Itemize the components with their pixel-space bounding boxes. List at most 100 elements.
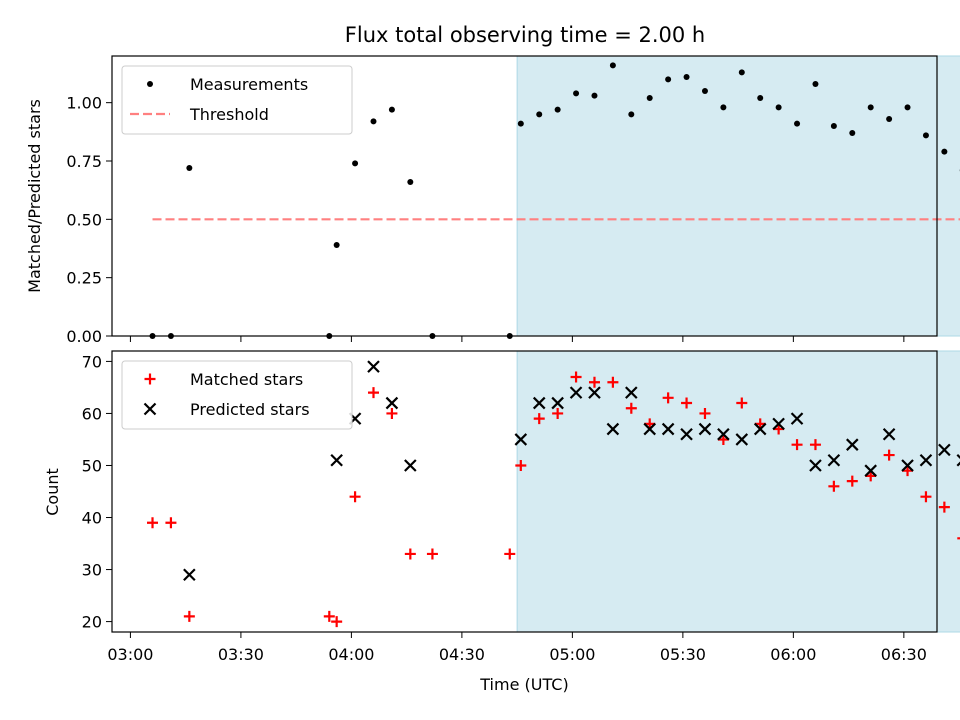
y-axis-label: Matched/Predicted stars: [25, 99, 44, 293]
legend-box: [121, 360, 353, 430]
data-point: [588, 386, 601, 399]
observing-window-span: [516, 350, 960, 633]
data-point: [352, 160, 359, 167]
data-point: [183, 610, 195, 622]
data-point: [683, 74, 690, 80]
data-point: [957, 537, 960, 540]
y-tick-label: 0.25: [66, 269, 102, 288]
data-point: [699, 407, 711, 419]
observing-window-span: [516, 55, 960, 337]
data-point: [404, 548, 416, 560]
data-point: [532, 396, 546, 410]
x-tick-label: 06:00: [770, 645, 816, 664]
data-point: [827, 454, 841, 467]
x-tick-label: 05:30: [660, 645, 706, 664]
data-point: [330, 454, 343, 467]
data-point: [736, 397, 748, 409]
data-point: [698, 422, 712, 436]
data-point: [938, 501, 950, 513]
data-point: [846, 438, 859, 451]
data-point: [665, 76, 672, 83]
data-point: [901, 459, 914, 472]
data-point: [846, 475, 858, 487]
data-point: [367, 360, 380, 373]
data-point: [515, 459, 527, 471]
data-point: [720, 104, 727, 111]
data-point: [186, 165, 193, 171]
data-point: [554, 106, 561, 113]
y-tick-label: 1.00: [66, 94, 102, 113]
data-point: [407, 179, 414, 185]
data-point: [812, 81, 819, 87]
data-point: [607, 376, 619, 388]
data-point: [404, 459, 417, 472]
plot-frame: [111, 350, 938, 633]
y-tick-label: 0.75: [66, 152, 102, 171]
legend-label: Measurements: [190, 75, 308, 94]
data-point: [551, 396, 564, 410]
data-point: [738, 69, 745, 76]
y-tick-label: 30: [82, 561, 102, 580]
plot-frame: [111, 55, 938, 337]
data-point: [370, 118, 377, 125]
data-point: [883, 449, 895, 461]
data-point: [919, 454, 933, 467]
legend-box: [121, 65, 353, 135]
data-point: [183, 568, 196, 582]
data-point: [681, 397, 693, 409]
data-point: [591, 92, 598, 99]
data-point: [717, 427, 730, 441]
data-point: [504, 548, 516, 560]
x-tick-label: 04:00: [328, 645, 374, 664]
data-point: [772, 417, 785, 431]
data-point: [646, 95, 653, 101]
data-point: [791, 439, 803, 451]
legend: Matched stars Predicted stars: [121, 360, 353, 430]
x-tick-label: 03:00: [107, 645, 153, 664]
data-point: [662, 392, 674, 404]
x-tick-label: 03:30: [218, 645, 264, 664]
data-point: [849, 130, 856, 136]
data-point: [809, 459, 822, 472]
data-point: [809, 439, 821, 451]
y-tick-label: 40: [82, 509, 102, 528]
data-point: [349, 491, 361, 503]
data-point: [867, 104, 874, 111]
data-point: [514, 433, 528, 446]
y-tick-label: 20: [82, 613, 102, 632]
legend: Measurements Threshold: [121, 65, 353, 135]
series-measurements: [149, 62, 960, 339]
data-point: [941, 148, 948, 155]
data-point: [882, 427, 896, 441]
x-axis-label: Time (UTC): [479, 675, 568, 694]
data-point: [680, 427, 693, 441]
data-point: [794, 120, 801, 127]
data-point: [426, 548, 438, 560]
legend-marker: [147, 81, 153, 87]
data-point: [904, 104, 911, 111]
data-point: [606, 422, 620, 436]
data-point: [517, 120, 524, 127]
data-point: [165, 517, 177, 529]
y-tick-label: 50: [82, 456, 102, 475]
data-point: [920, 491, 932, 503]
series-predicted-stars: [183, 360, 960, 582]
data-point: [790, 412, 804, 425]
data-point: [938, 443, 951, 457]
data-point: [533, 413, 545, 425]
y-axis-label: Count: [43, 468, 62, 516]
legend-label: Predicted stars: [190, 400, 310, 419]
panel-top-ratio: 0.00 0.25 0.50 0.75 1.00 Matched/Predicted st…: [25, 55, 960, 346]
data-point: [830, 123, 837, 129]
legend-marker: [144, 373, 156, 385]
data-point: [588, 376, 600, 388]
data-point: [386, 407, 398, 419]
data-point: [886, 116, 893, 122]
data-point: [828, 480, 840, 492]
data-point: [701, 88, 708, 94]
y-tick-label: 0.50: [66, 210, 102, 229]
legend-label: Threshold: [189, 105, 269, 124]
series-matched-stars: [147, 371, 960, 628]
x-tick-label: 04:30: [439, 645, 485, 664]
data-point: [956, 454, 960, 467]
